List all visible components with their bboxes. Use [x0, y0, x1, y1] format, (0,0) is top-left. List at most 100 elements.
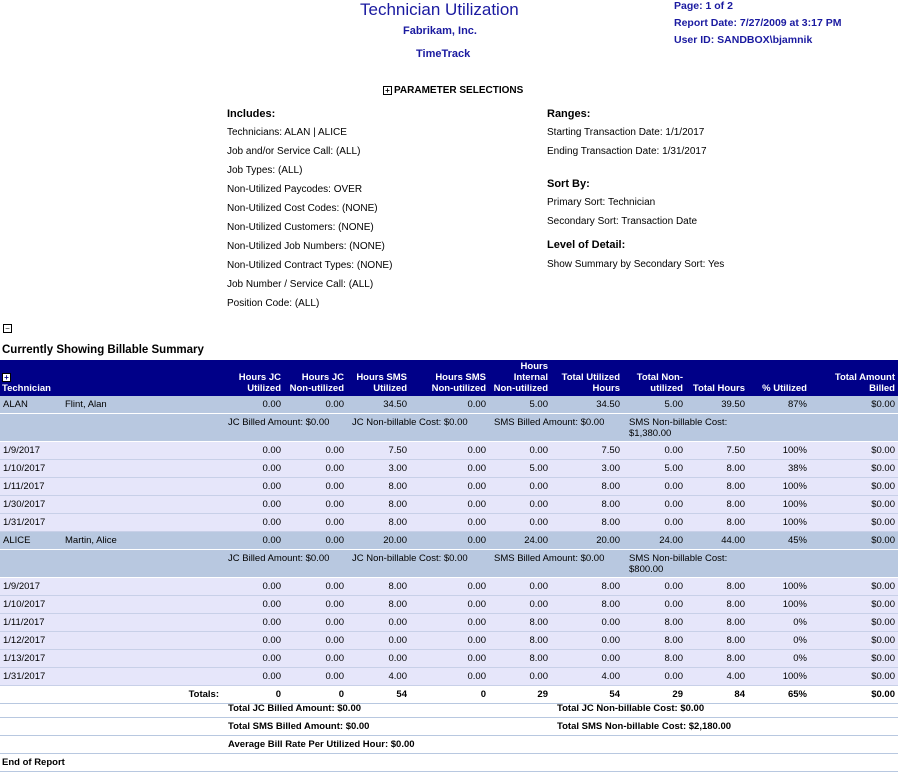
table-cell: [62, 441, 222, 460]
summary-amount: SMS Non-billable Cost: $1,380.00: [629, 417, 728, 439]
table-cell: 44.00: [686, 531, 748, 550]
table-cell: 0%: [748, 631, 810, 650]
parameter-item: Job and/or Service Call: (ALL): [227, 146, 361, 157]
date-row: 1/12/2017 0.00 0.00 0.00 0.00 8.00 0.00 8.00 8.0…: [0, 631, 898, 650]
parameter-item: Show Summary by Secondary Sort: Yes: [547, 259, 725, 270]
table-cell: 0.00: [410, 649, 489, 668]
parameter-item: Non-Utilized Job Numbers: (NONE): [227, 241, 385, 252]
table-cell: 4.00: [347, 667, 410, 686]
collapse-section-toggle[interactable]: −: [3, 323, 14, 334]
table-cell: 0.00: [489, 595, 551, 614]
table-cell: 7.50: [551, 441, 623, 460]
table-cell: 8.00: [551, 595, 623, 614]
table-cell: 7.50: [686, 441, 748, 460]
table-cell: 0.00: [623, 477, 686, 496]
table-cell: 1/12/2017: [0, 631, 62, 650]
parameter-item: Technicians: ALAN | ALICE: [227, 127, 347, 138]
column-header-label: Hours JC Non-utilized: [289, 372, 344, 394]
table-cell: 1/31/2017: [0, 667, 62, 686]
table-cell: 8.00: [489, 613, 551, 632]
column-header: Hours SMS Utilized: [347, 360, 410, 396]
table-cell: 87%: [748, 396, 810, 414]
table-cell: 1/11/2017: [0, 613, 62, 632]
table-cell: 8.00: [551, 513, 623, 532]
table-cell: 0.00: [284, 513, 347, 532]
table-cell: 1/9/2017: [0, 577, 62, 596]
date-row: 1/11/2017 0.00 0.00 8.00 0.00 0.00 8.00 0.00 8.0…: [0, 477, 898, 496]
table-cell: [62, 649, 222, 668]
summary-amount: SMS Billed Amount: $0.00: [494, 417, 605, 428]
table-cell: 0.00: [489, 441, 551, 460]
table-cell: 0.00: [284, 495, 347, 514]
table-cell: 8.00: [686, 495, 748, 514]
table-cell: [62, 459, 222, 478]
table-cell: 0.00: [347, 649, 410, 668]
table-cell: 29: [623, 685, 686, 704]
utilization-table: + Technician Hours JC Utilized Hours JC Non…: [0, 360, 898, 704]
table-cell: 0.00: [222, 613, 284, 632]
table-cell: 34.50: [347, 396, 410, 414]
table-cell: 0: [222, 685, 284, 704]
table-cell: 8.00: [686, 577, 748, 596]
app-name: TimeTrack: [416, 48, 471, 60]
table-cell: 8.00: [551, 477, 623, 496]
expand-icon[interactable]: +: [383, 85, 392, 95]
table-cell: 0.00: [222, 396, 284, 414]
table-cell: $0.00: [810, 667, 898, 686]
user-id: User ID: SANDBOX\bjamnik: [674, 34, 813, 46]
table-cell: 0.00: [222, 441, 284, 460]
table-cell: Flint, Alan: [62, 396, 222, 414]
table-cell: 1/10/2017: [0, 459, 62, 478]
table-cell: 8.00: [347, 477, 410, 496]
table-cell: 0.00: [623, 595, 686, 614]
collapse-icon[interactable]: −: [3, 323, 12, 333]
total-sms-billed: Total SMS Billed Amount: $0.00: [228, 721, 370, 732]
table-cell: [0, 685, 62, 704]
table-cell: 0.00: [284, 531, 347, 550]
average-bill-rate: Average Bill Rate Per Utilized Hour: $0.…: [228, 739, 415, 750]
section-title: Currently Showing Billable Summary: [2, 344, 204, 356]
column-header[interactable]: + Technician: [0, 360, 62, 396]
table-cell: 0.00: [284, 477, 347, 496]
table-cell: [62, 477, 222, 496]
column-header-label: Hours SMS Non-utilized: [431, 372, 486, 394]
technician-summary-row: JC Billed Amount: $0.00 JC Non-billable C…: [0, 549, 898, 578]
table-cell: 0.00: [489, 495, 551, 514]
parameter-item: Non-Utilized Paycodes: OVER: [227, 184, 363, 195]
table-cell: 0.00: [623, 441, 686, 460]
column-header: Hours Internal Non-utilized: [489, 360, 551, 396]
table-cell: 0.00: [222, 459, 284, 478]
table-cell: $0.00: [810, 459, 898, 478]
table-cell: 0.00: [284, 631, 347, 650]
footer-row-jc: Total JC Billed Amount: $0.00 Total JC N…: [0, 700, 898, 718]
table-cell: 8.00: [623, 613, 686, 632]
footer-row-sms: Total SMS Billed Amount: $0.00 Total SMS…: [0, 718, 898, 736]
parameter-selections-toggle[interactable]: + PARAMETER SELECTIONS: [383, 85, 523, 96]
table-cell: 100%: [748, 595, 810, 614]
table-cell: 24.00: [623, 531, 686, 550]
date-row: 1/31/2017 0.00 0.00 4.00 0.00 0.00 4.00 0.00 4.0…: [0, 667, 898, 686]
parameter-item: Non-Utilized Contract Types: (NONE): [227, 260, 393, 271]
table-cell: [62, 577, 222, 596]
parameter-item: Job Types: (ALL): [227, 165, 303, 176]
date-row: 1/10/2017 0.00 0.00 8.00 0.00 0.00 8.00 0.00 8.0…: [0, 595, 898, 614]
table-cell: 0.00: [410, 477, 489, 496]
table-cell: 5.00: [489, 459, 551, 478]
table-cell: 0.00: [284, 396, 347, 414]
table-cell: 8.00: [623, 631, 686, 650]
date-row: 1/9/2017 0.00 0.00 7.50 0.00 0.00 7.50 0.00 7.50…: [0, 441, 898, 460]
technician-row: ALAN Flint, Alan 0.00 0.00 34.50 0.00 5.00 34.5…: [0, 396, 898, 414]
table-cell: $0.00: [810, 613, 898, 632]
column-header-label: Hours Internal Non-utilized: [493, 361, 548, 394]
expand-all-icon[interactable]: +: [2, 372, 11, 382]
table-cell: 5.00: [489, 396, 551, 414]
table-cell: 45%: [748, 531, 810, 550]
end-of-report: End of Report: [2, 757, 65, 768]
table-cell: 0.00: [551, 613, 623, 632]
table-cell: 0: [284, 685, 347, 704]
column-header: Hours JC Utilized: [222, 360, 284, 396]
column-header-label: Hours JC Utilized: [238, 372, 281, 394]
column-header-label: Total Utilized Hours: [561, 372, 620, 394]
table-cell: 0.00: [623, 577, 686, 596]
table-cell: 29: [489, 685, 551, 704]
